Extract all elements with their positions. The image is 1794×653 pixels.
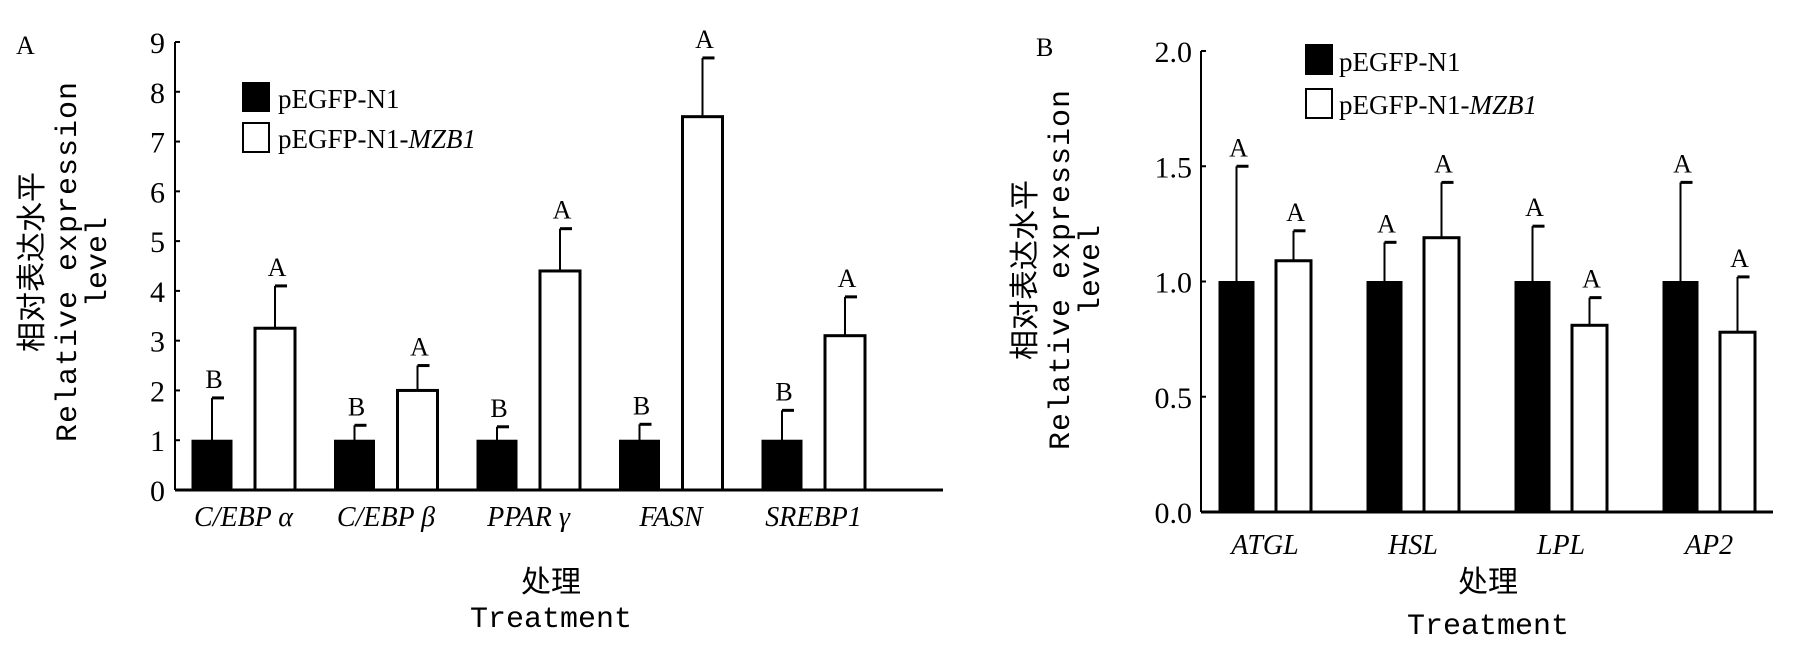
y-tick-label: 2 xyxy=(150,375,165,408)
x-tick-label: LPL xyxy=(1536,530,1585,561)
significance-letter: A xyxy=(1730,244,1749,273)
significance-letter: A xyxy=(1229,133,1248,162)
significance-letter: A xyxy=(1673,149,1692,178)
y-tick-label: 4 xyxy=(150,276,165,309)
bar-control xyxy=(1662,281,1699,513)
bar-mzb1 xyxy=(396,388,439,492)
y-axis-label-en-2: level xyxy=(82,217,116,307)
y-tick-label: 3 xyxy=(150,326,165,359)
panel-label: B xyxy=(1036,33,1053,62)
x-tick-label: HSL xyxy=(1387,530,1438,561)
significance-letter: A xyxy=(410,333,429,362)
bar-mzb1 xyxy=(1422,236,1461,514)
bar-control xyxy=(1514,281,1551,513)
bar-control xyxy=(619,439,660,491)
significance-letter: A xyxy=(1434,149,1453,178)
y-tick-label: 1 xyxy=(150,425,165,458)
legend-label-gene: MZB1 xyxy=(408,124,477,154)
bar-mzb1 xyxy=(681,115,724,492)
y-axis-label-cn: 相对表达水平 xyxy=(1009,180,1042,360)
bar-control xyxy=(1366,281,1403,513)
x-axis-label-en: Treatment xyxy=(470,603,632,637)
x-tick-label: AP2 xyxy=(1683,530,1733,561)
bar-control xyxy=(191,439,233,491)
significance-letter: A xyxy=(553,196,572,225)
x-axis-label-en: Treatment xyxy=(1407,610,1569,644)
y-tick-label: 7 xyxy=(150,127,165,160)
y-axis-label: 相对表达水平 Relative expression level xyxy=(16,82,116,442)
y-axis-label-en: Relative expression xyxy=(52,82,86,442)
bar-mzb1 xyxy=(253,326,297,492)
x-tick-label: ATGL xyxy=(1229,530,1298,561)
y-tick-label: 6 xyxy=(150,176,165,209)
bar-control xyxy=(476,439,518,491)
chart-panel-b: B 相对表达水平 Relative expression level 处理 Tr… xyxy=(1009,33,1773,644)
significance-letter: A xyxy=(1377,209,1396,238)
y-axis-label-cn: 相对表达水平 xyxy=(16,172,49,352)
legend: pEGFP-N1 pEGFP-N1-MZB1 xyxy=(1305,44,1537,120)
significance-letter: B xyxy=(775,377,792,406)
legend-swatch-white xyxy=(1305,88,1333,119)
y-tick-label: 9 xyxy=(150,27,165,60)
bar-mzb1 xyxy=(1274,259,1313,514)
x-tick-label: PPAR γ xyxy=(486,502,571,533)
legend: pEGFP-N1 pEGFP-N1-MZB1 xyxy=(242,82,476,154)
bar-mzb1 xyxy=(538,269,582,492)
x-tick-label: SREBP1 xyxy=(765,502,861,533)
significance-letter: A xyxy=(838,264,857,293)
significance-letter: A xyxy=(1286,198,1305,227)
bar-control xyxy=(334,439,375,491)
significance-letter: B xyxy=(490,394,507,423)
legend-swatch-black xyxy=(1305,44,1333,75)
plot-area: 0.0 0.5 1.0 1.5 2.0 A A ATGL A A HSL A A LPL A A AP2 xyxy=(1155,36,1773,561)
legend-label-prefix: pEGFP-N1- xyxy=(278,124,409,154)
bar-mzb1 xyxy=(1570,323,1609,514)
y-tick-label: 0.5 xyxy=(1155,382,1193,415)
x-tick-label: FASN xyxy=(638,502,704,533)
legend-label-gene: MZB1 xyxy=(1469,90,1538,120)
y-tick-label: 1.0 xyxy=(1155,267,1193,300)
legend-label: pEGFP-N1-MZB1 xyxy=(1339,90,1537,120)
significance-letter: B xyxy=(633,391,650,420)
bar-control xyxy=(1218,281,1255,513)
legend-label: pEGFP-N1 xyxy=(1339,47,1461,77)
panel-label: A xyxy=(16,31,35,60)
x-axis-label-cn: 处理 xyxy=(1458,566,1518,599)
x-tick-label: C/EBP β xyxy=(337,502,435,533)
y-tick-label: 1.5 xyxy=(1155,151,1193,184)
legend-swatch-white xyxy=(242,122,270,153)
y-tick-label: 5 xyxy=(150,226,165,259)
x-tick-label: C/EBP α xyxy=(194,502,294,533)
y-tick-label: 0 xyxy=(150,475,165,508)
plot-area: 0 1 2 3 4 5 6 7 8 9 B A C/EBP α B A C/EBP β B A PPAR γ B A FA… xyxy=(150,25,943,533)
legend-label: pEGFP-N1 xyxy=(278,84,400,114)
bar-control xyxy=(761,439,803,491)
legend-label-prefix: pEGFP-N1- xyxy=(1339,90,1470,120)
significance-letter: A xyxy=(1525,193,1544,222)
legend-swatch-black xyxy=(242,82,270,112)
y-tick-label: 2.0 xyxy=(1155,36,1193,69)
legend-label: pEGFP-N1-MZB1 xyxy=(278,124,476,154)
significance-letter: A xyxy=(695,25,714,54)
bar-mzb1 xyxy=(1718,330,1757,514)
bar-mzb1 xyxy=(823,334,867,492)
significance-letter: A xyxy=(1582,265,1601,294)
x-axis-label-cn: 处理 xyxy=(521,566,581,599)
y-axis-label-en: Relative expression xyxy=(1045,90,1079,450)
significance-letter: B xyxy=(348,392,365,421)
y-axis-label-en-2: level xyxy=(1075,225,1109,315)
y-tick-label: 0.0 xyxy=(1155,497,1193,530)
significance-letter: A xyxy=(268,253,287,282)
chart-panel-a: A 相对表达水平 Relative expression level 处理 Tr… xyxy=(16,25,943,637)
y-tick-label: 8 xyxy=(150,77,165,110)
y-axis-label: 相对表达水平 Relative expression level xyxy=(1009,90,1109,450)
significance-letter: B xyxy=(205,365,222,394)
